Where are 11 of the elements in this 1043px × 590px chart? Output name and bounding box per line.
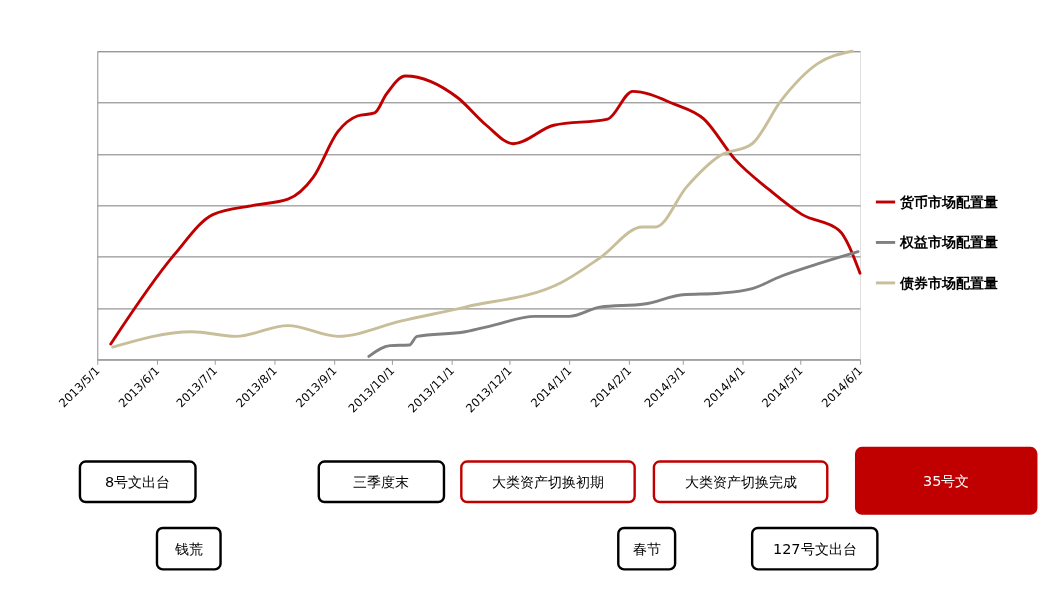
- text: 春节: [632, 540, 661, 557]
- legend-label: 权益市场配置量: [899, 234, 999, 251]
- text: 8号文出台: [105, 473, 171, 490]
- text: 35号文: [923, 472, 970, 489]
- text: 三季度末: [353, 473, 410, 490]
- text: 钱荒: [173, 540, 203, 557]
- text: 大类资产切换完成: [684, 473, 797, 490]
- text: 大类资产切换初期: [491, 473, 604, 490]
- text: 127号文出台: [772, 540, 857, 557]
- legend-label: 货币市场配置量: [899, 193, 999, 210]
- legend-label: 债券市场配置量: [899, 274, 999, 291]
